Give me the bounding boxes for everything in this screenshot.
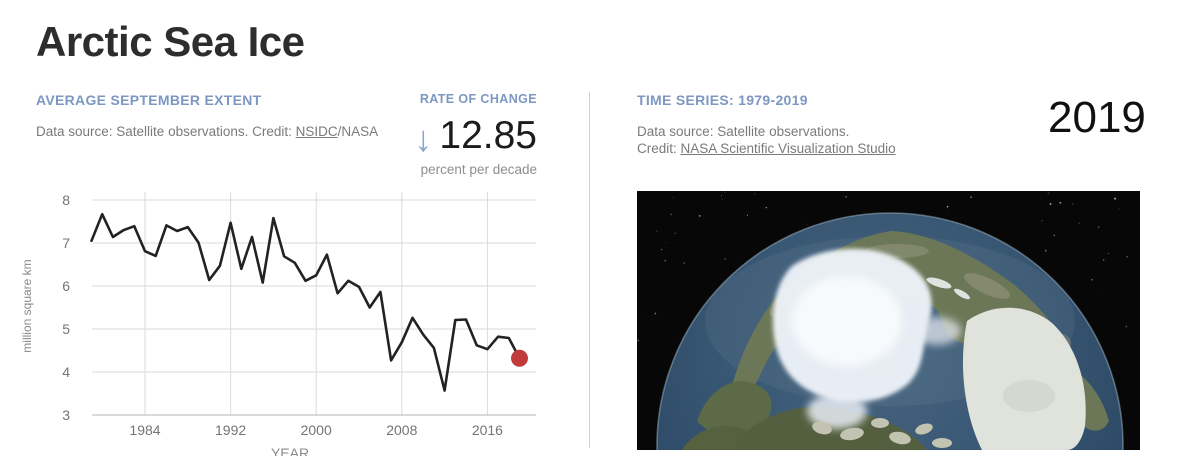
y-tick-label: 4 xyxy=(62,364,70,380)
y-tick-label: 8 xyxy=(62,192,70,208)
star xyxy=(1126,255,1129,258)
y-tick-label: 7 xyxy=(62,235,70,251)
globe-surface xyxy=(682,231,1109,450)
star xyxy=(724,258,726,260)
x-tick-label: 2016 xyxy=(472,422,503,438)
star xyxy=(970,196,973,199)
star-field xyxy=(637,191,1129,342)
star xyxy=(645,317,647,318)
extent-section-heading: AVERAGE SEPTEMBER EXTENT xyxy=(36,92,262,108)
x-tick-label: 1992 xyxy=(215,422,246,438)
star xyxy=(1091,278,1093,281)
star xyxy=(946,205,949,208)
sea-ice-tongue xyxy=(807,393,867,429)
rate-value: 12.85 xyxy=(439,114,537,157)
star xyxy=(698,214,701,217)
star xyxy=(674,232,677,235)
land-alaska xyxy=(697,381,772,437)
star xyxy=(1107,252,1109,254)
star xyxy=(746,214,748,216)
star xyxy=(664,260,666,262)
star xyxy=(1102,259,1105,261)
y-tick-label: 6 xyxy=(62,278,70,294)
star xyxy=(656,230,658,232)
star xyxy=(683,262,685,264)
rate-of-change-heading: RATE OF CHANGE xyxy=(419,92,537,106)
star xyxy=(1114,197,1117,200)
star xyxy=(1125,325,1128,328)
atmosphere-rim xyxy=(656,212,1124,450)
star xyxy=(724,191,726,193)
star xyxy=(1053,234,1056,237)
star xyxy=(948,213,950,215)
rate-unit-label: percent per decade xyxy=(420,162,537,177)
star xyxy=(1049,203,1052,205)
timeseries-credit-line1: Data source: Satellite observations. xyxy=(637,124,850,139)
star xyxy=(1097,226,1100,229)
nsidc-link[interactable]: NSIDC xyxy=(295,124,338,139)
extent-credit-line: Data source: Satellite observations. Cre… xyxy=(36,123,378,140)
star xyxy=(805,223,808,225)
page-title: Arctic Sea Ice xyxy=(36,18,305,65)
star xyxy=(1059,201,1062,204)
rate-value-row: ↓ 12.85 xyxy=(414,112,537,159)
extent-line-chart: 1984 1992 2000 2008 2016 3 4 5 6 7 8 million square… xyxy=(20,192,536,456)
down-arrow-icon: ↓ xyxy=(414,118,433,159)
nasa-svs-link[interactable]: NASA Scientific Visualization Studio xyxy=(680,141,896,156)
timeseries-credit-lines: Data source: Satellite observations. Cre… xyxy=(637,123,896,157)
timeseries-section-heading: TIME SERIES: 1979-2019 xyxy=(637,92,808,108)
star xyxy=(1096,292,1098,293)
star xyxy=(654,312,657,315)
star xyxy=(754,193,756,195)
timeseries-credit-line2: Credit: NASA Scientific Visualization St… xyxy=(637,140,896,157)
earth-globe-visualization xyxy=(637,191,1140,450)
vertical-divider xyxy=(589,92,590,448)
y-tick-label: 5 xyxy=(62,321,70,337)
star xyxy=(842,191,844,193)
star xyxy=(664,242,666,244)
x-axis-title: YEAR xyxy=(271,445,309,456)
current-year-label: 2019 xyxy=(1048,93,1146,142)
star xyxy=(1044,249,1047,252)
latest-point-marker xyxy=(511,349,528,367)
star xyxy=(1078,222,1081,225)
star xyxy=(720,195,722,197)
y-axis-title: million square km xyxy=(20,259,34,352)
x-tick-label: 2008 xyxy=(386,422,417,438)
x-tick-label: 1984 xyxy=(129,422,160,438)
star xyxy=(845,195,848,198)
star xyxy=(670,213,672,216)
star xyxy=(661,249,663,251)
star xyxy=(637,339,640,342)
extent-series-line xyxy=(90,212,521,392)
extent-credit-suffix: /NASA xyxy=(337,124,379,139)
rate-of-change-block: RATE OF CHANGE ↓ 12.85 percent per decad… xyxy=(414,92,537,177)
star xyxy=(1041,220,1043,222)
x-tick-label: 2000 xyxy=(301,422,332,438)
timeseries-credit-prefix: Credit: xyxy=(637,141,681,156)
sea-ice-core xyxy=(792,276,902,366)
star xyxy=(1119,208,1121,209)
star xyxy=(672,197,674,199)
star xyxy=(765,206,768,209)
star xyxy=(1047,192,1050,195)
y-tick-label: 3 xyxy=(62,407,70,423)
extent-credit-text: Data source: Satellite observations. Cre… xyxy=(36,124,296,139)
star xyxy=(1072,203,1074,205)
star xyxy=(722,198,724,200)
greenland-ice-sheet xyxy=(962,307,1086,450)
arctic-islands xyxy=(812,277,970,448)
